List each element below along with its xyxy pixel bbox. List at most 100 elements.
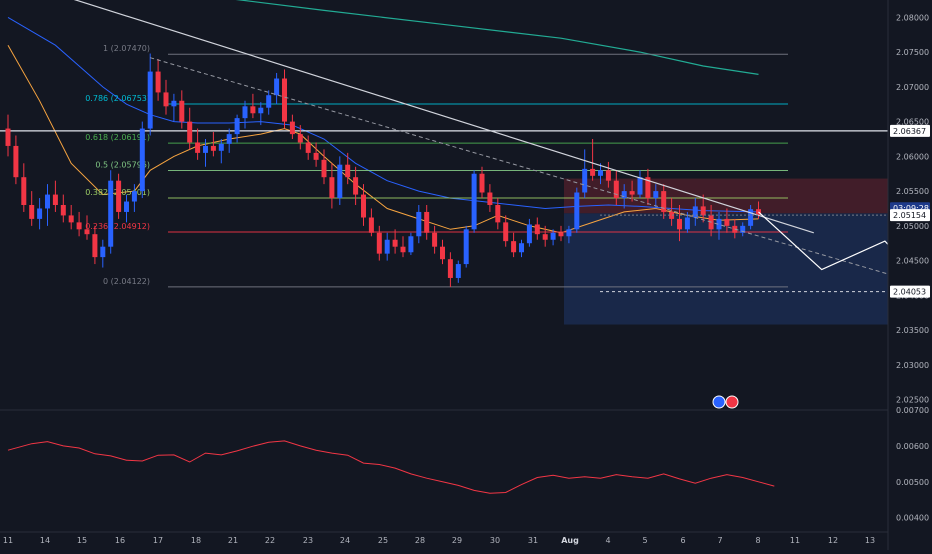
last-price-label-text: 2.05154 <box>893 211 926 220</box>
candle-body <box>559 233 564 236</box>
candle-body <box>495 205 500 222</box>
time-axis-tick: 22 <box>265 536 275 545</box>
price-axis-tick: 2.05500 <box>896 187 929 196</box>
indicator-axis-tick: 0.00400 <box>896 514 929 523</box>
candle-body <box>551 233 556 240</box>
candle-body <box>638 177 643 194</box>
candle-body <box>322 160 327 177</box>
candle-body <box>748 209 753 226</box>
candle-body <box>132 191 137 201</box>
candle-body <box>140 129 145 192</box>
candle-body <box>487 192 492 205</box>
fib-level-label: 1 (2.07470) <box>103 44 150 53</box>
candle-body <box>219 144 224 151</box>
candle-body <box>535 224 540 234</box>
candle <box>140 122 145 198</box>
candle-body <box>685 218 690 230</box>
candle-body <box>401 247 406 253</box>
candle-body <box>432 233 437 247</box>
candle-body <box>37 208 42 218</box>
time-axis-tick: 14 <box>40 536 50 545</box>
time-axis-tick: 15 <box>77 536 87 545</box>
target-price-label-text: 2.04053 <box>893 288 926 297</box>
candle-body <box>282 79 287 122</box>
candle-body <box>306 142 311 152</box>
time-axis-tick: 21 <box>228 536 238 545</box>
candle-body <box>53 195 58 205</box>
candle-body <box>440 247 445 260</box>
price-axis-tick: 2.06000 <box>896 152 929 161</box>
time-axis-tick: 28 <box>415 536 425 545</box>
candle-body <box>424 212 429 233</box>
candle-body <box>701 206 706 215</box>
candle-body <box>243 106 248 118</box>
price-axis-tick: 2.04500 <box>896 257 929 266</box>
candle-body <box>408 236 413 252</box>
short-position-stop-zone[interactable] <box>564 179 888 214</box>
candle <box>464 226 469 268</box>
candle-body <box>503 222 508 241</box>
candle-body <box>590 169 595 176</box>
australia-flag-icon[interactable] <box>713 396 725 408</box>
indicator-axis-tick: 0.00600 <box>896 442 929 451</box>
candle-body <box>527 224 532 243</box>
candle-body <box>211 146 216 151</box>
candle-body <box>456 264 461 278</box>
time-axis-tick: 30 <box>490 536 500 545</box>
time-axis-tick: 5 <box>642 536 647 545</box>
time-axis-tick: 12 <box>828 536 838 545</box>
candle-body <box>258 108 263 114</box>
candle-body <box>250 106 255 113</box>
time-axis-tick: 31 <box>528 536 538 545</box>
candle-body <box>13 146 18 177</box>
candle <box>108 170 113 253</box>
candle-body <box>416 212 421 236</box>
candle-body <box>598 170 603 176</box>
candle-body <box>235 118 240 134</box>
candle-body <box>329 177 334 198</box>
candle-body <box>377 233 382 254</box>
candle-body <box>61 205 66 215</box>
candle-body <box>464 229 469 264</box>
candle-body <box>203 146 208 153</box>
candle <box>574 188 579 233</box>
time-axis-tick: 11 <box>3 536 13 545</box>
candle-body <box>653 191 658 198</box>
candle-body <box>195 142 200 152</box>
candle-body <box>92 234 97 257</box>
time-axis-tick: 4 <box>605 536 610 545</box>
candle-body <box>385 240 390 254</box>
candle-body <box>171 101 176 107</box>
time-axis-tick: 8 <box>755 536 760 545</box>
candle-body <box>369 218 374 233</box>
candle-body <box>45 195 50 209</box>
indicator-axis-tick: 0.00500 <box>896 478 929 487</box>
candle-body <box>361 195 366 218</box>
candle-body <box>274 79 279 96</box>
candle-body <box>69 215 74 222</box>
candle-body <box>227 134 232 144</box>
candle-body <box>693 206 698 217</box>
new-zealand-flag-icon[interactable] <box>726 396 738 408</box>
candle-body <box>179 101 184 122</box>
price-axis-tick: 2.07500 <box>896 48 929 57</box>
short-position-target-zone[interactable] <box>564 213 888 324</box>
candle-body <box>393 240 398 247</box>
time-axis-tick: 16 <box>115 536 125 545</box>
candle-body <box>116 181 121 212</box>
price-axis-tick: 2.05000 <box>896 222 929 231</box>
price-axis-tick: 2.02500 <box>896 396 929 405</box>
candle-body <box>582 169 587 193</box>
time-axis-tick: 23 <box>303 536 313 545</box>
candle-body <box>661 191 666 212</box>
time-axis-tick: 17 <box>153 536 163 545</box>
candle-body <box>187 122 192 143</box>
price-axis-tick: 2.03000 <box>896 361 929 370</box>
time-axis-tick: 29 <box>452 536 462 545</box>
candle-body <box>519 243 524 252</box>
candle-body <box>472 174 477 230</box>
candle-body <box>606 170 611 180</box>
time-axis-tick: 24 <box>340 536 350 545</box>
